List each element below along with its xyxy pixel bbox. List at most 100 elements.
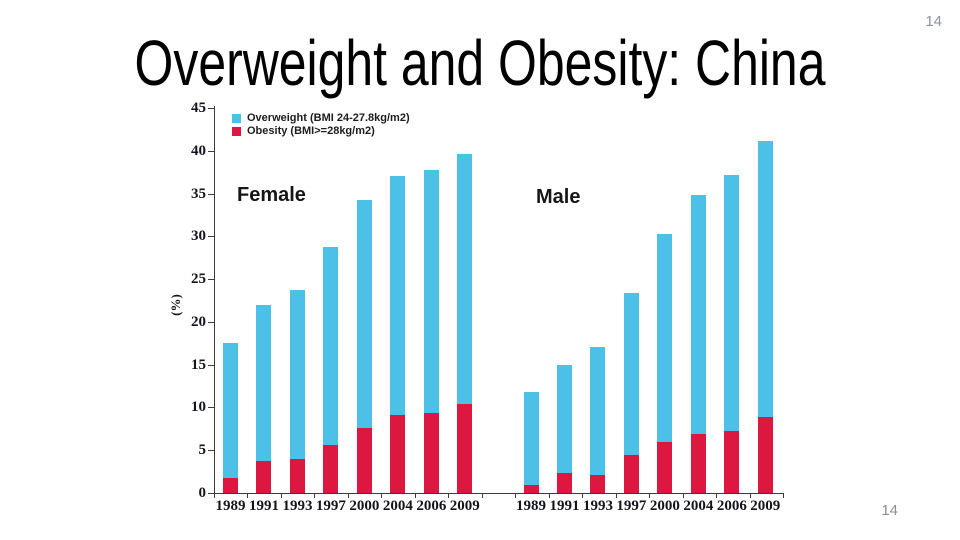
x-tick-label-female-1993: 1993: [282, 498, 313, 514]
bar-female-1997-obesity: [323, 445, 339, 493]
y-tick-label: 30: [191, 228, 206, 245]
x-axis-tick: [548, 493, 550, 498]
x-tick-label-female-2004: 2004: [382, 498, 413, 514]
x-axis-tick: [515, 493, 517, 498]
bar-male-1997-obesity: [623, 455, 639, 493]
x-tick-label-female-1997: 1997: [315, 498, 346, 514]
x-axis-tick: [448, 493, 450, 498]
bar-female-1997-overweight: [323, 247, 339, 446]
group-label-male: Male: [536, 186, 581, 208]
bar-male-2000-obesity: [657, 441, 673, 493]
x-axis-tick: [214, 493, 215, 498]
page-title: Overweight and Obesity: China: [134, 27, 826, 99]
y-axis-tick: [208, 108, 214, 109]
x-tick-label-male-2004: 2004: [683, 498, 714, 514]
y-tick-label: 45: [191, 100, 206, 116]
bar-male-1997-overweight: [623, 292, 639, 456]
x-axis-tick: [280, 493, 282, 498]
y-tick-label: 5: [198, 442, 207, 459]
legend-item-overweight: Overweight (BMI 24-27.8kg/m2): [232, 112, 410, 125]
legend-swatch-overweight: [232, 114, 241, 123]
bar-male-2006-overweight: [724, 174, 740, 431]
x-axis-tick: [414, 493, 416, 498]
y-axis-tick: [208, 193, 214, 195]
x-axis-tick: [615, 493, 617, 498]
bar-female-1991-overweight: [256, 304, 272, 462]
bar-male-1993-overweight: [590, 346, 606, 476]
y-tick-label: 20: [191, 313, 206, 330]
x-tick-label-female-1991: 1991: [248, 498, 279, 514]
bar-male-2004-overweight: [690, 195, 706, 434]
bar-female-1991-obesity: [256, 461, 272, 493]
bar-male-1993-obesity: [590, 475, 606, 493]
y-tick-label: 40: [191, 142, 206, 159]
legend-label-overweight: Overweight (BMI 24-27.8kg/m2): [247, 112, 410, 124]
legend-swatch-obesity: [232, 127, 241, 136]
bar-female-1993-obesity: [289, 458, 305, 493]
bar-male-1991-overweight: [556, 364, 572, 474]
x-axis-tick: [682, 493, 684, 498]
x-axis-tick: [649, 493, 651, 498]
y-tick-label: 0: [198, 485, 207, 501]
x-tick-label-male-2000: 2000: [649, 498, 680, 514]
bar-male-2006-obesity: [724, 430, 740, 493]
y-tick-label: 10: [191, 399, 206, 416]
bar-male-2009-obesity: [757, 416, 773, 493]
legend-item-obesity: Obesity (BMI>=28kg/m2): [232, 125, 410, 138]
bar-male-2004-obesity: [690, 433, 706, 493]
chart-legend: Overweight (BMI 24-27.8kg/m2) Obesity (BM…: [232, 112, 410, 138]
y-axis-tick: [208, 150, 214, 152]
y-axis-title: (%): [168, 294, 183, 316]
y-axis-line: [214, 106, 215, 494]
y-axis-tick: [208, 364, 214, 366]
x-tick-label-male-1993: 1993: [582, 498, 613, 514]
x-axis-tick: [749, 493, 751, 498]
x-axis-tick: [381, 493, 383, 498]
x-axis-line: [214, 493, 783, 494]
y-tick-label: 35: [191, 185, 206, 202]
bar-female-2009-obesity: [457, 404, 473, 493]
legend-label-obesity: Obesity (BMI>=28kg/m2): [247, 125, 375, 137]
bar-female-2006-overweight: [423, 170, 439, 414]
x-tick-label-male-2006: 2006: [716, 498, 747, 514]
x-tick-label-male-1997: 1997: [616, 498, 647, 514]
bar-male-1989-overweight: [523, 392, 539, 486]
bar-female-2004-overweight: [390, 176, 406, 416]
bar-male-1991-obesity: [556, 473, 572, 493]
x-axis-tick: [582, 493, 584, 498]
y-axis-tick: [208, 450, 214, 452]
y-axis-tick: [208, 236, 214, 238]
x-axis-tick: [314, 493, 316, 498]
bar-female-2000-obesity: [356, 427, 372, 493]
bar-male-2009-overweight: [757, 141, 773, 417]
bar-female-1989-overweight: [223, 343, 238, 479]
bar-female-1989-obesity: [223, 478, 238, 493]
x-axis-tick: [247, 493, 249, 498]
x-tick-label-female-1989: 1989: [215, 498, 246, 514]
x-axis-tick: [783, 493, 784, 498]
bar-male-1989-obesity: [523, 485, 539, 493]
bar-female-2006-obesity: [423, 413, 439, 493]
bar-female-2009-overweight: [457, 154, 473, 404]
page-number-top: 14: [925, 13, 942, 30]
x-axis-tick: [481, 493, 483, 498]
bar-male-2000-overweight: [657, 233, 673, 442]
x-tick-label-male-1989: 1989: [516, 498, 546, 514]
x-tick-label-male-2009: 2009: [750, 498, 781, 514]
x-axis-tick: [347, 493, 349, 498]
group-label-female: Female: [237, 184, 306, 206]
x-axis-tick: [716, 493, 718, 498]
page-number-bottom: 14: [881, 502, 898, 519]
y-axis-tick: [208, 493, 214, 494]
bar-female-1993-overweight: [289, 290, 305, 459]
x-tick-label-female-2000: 2000: [349, 498, 380, 514]
x-tick-label-male-1991: 1991: [549, 498, 580, 514]
x-tick-label-female-2006: 2006: [416, 498, 447, 514]
y-tick-label: 15: [191, 356, 206, 373]
x-tick-label-female-2009: 2009: [449, 498, 480, 514]
y-tick-label: 25: [191, 271, 206, 288]
bar-female-2004-obesity: [390, 415, 406, 493]
y-axis-tick: [208, 279, 214, 281]
